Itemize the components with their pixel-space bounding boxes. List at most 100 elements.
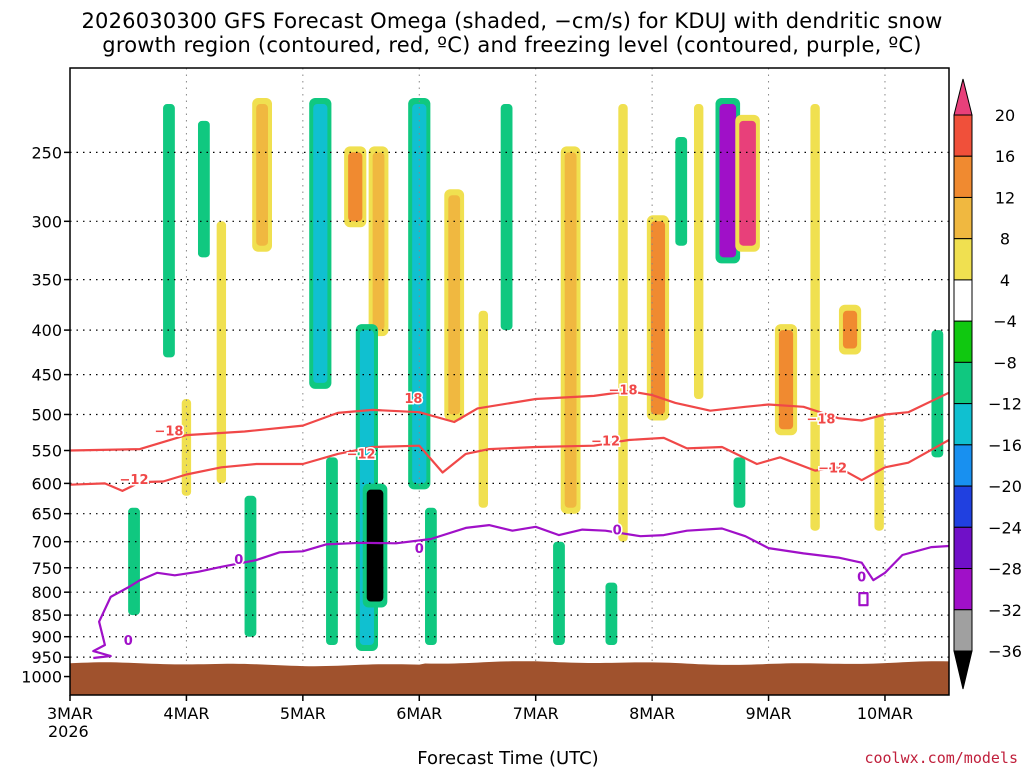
omega-cell [618, 104, 628, 542]
x-tick-label: 10MAR [857, 704, 913, 723]
x-tick-label: 6MAR [396, 704, 442, 723]
omega-cell [931, 330, 944, 458]
contour-line [858, 592, 869, 607]
colorbar-label: −4 [993, 312, 1017, 331]
colorbar-box [953, 444, 973, 487]
colorbar-box [953, 320, 973, 363]
y-axis: 250 300 350 400 450 500 550 600 650 700 750 800 850 9… [21, 143, 70, 687]
colorbar-box [953, 526, 973, 570]
omega-cell [675, 136, 688, 246]
y-tick-label: 700 [31, 533, 62, 552]
omega-cell [348, 152, 363, 222]
colorbar-box [953, 114, 973, 157]
y-tick-label: 1000 [21, 668, 62, 687]
omega-cell [500, 104, 513, 331]
y-tick-label: 900 [31, 628, 62, 647]
omega-cell [256, 104, 268, 246]
contour-line [92, 524, 949, 660]
omega-cell [553, 541, 565, 646]
contour-label: 0 [124, 634, 133, 649]
colorbar-box [953, 361, 973, 405]
colorbar-label: 4 [1000, 271, 1010, 290]
colorbar-box [953, 403, 973, 446]
colorbar-box [953, 238, 973, 281]
colorbar-box [953, 485, 973, 528]
colorbar-label: −32 [988, 601, 1022, 620]
omega-cell [372, 152, 385, 331]
colorbar-label: −28 [988, 560, 1022, 579]
contour-line [70, 436, 949, 492]
contour-label: 18 [404, 392, 422, 407]
contour-label: −12 [818, 462, 847, 477]
contour-label: −18 [806, 413, 835, 428]
contour-label: 0 [613, 524, 622, 539]
contour-labels: −18 18 −18 −18 −12 −12 −12 −12 0 0 0 0 0 [118, 382, 868, 651]
ground-layer [70, 661, 949, 695]
contour-label: 0 [234, 553, 243, 568]
omega-cell [163, 104, 175, 358]
colorbar-label: −16 [988, 436, 1022, 455]
colorbar-box [953, 279, 973, 322]
y-tick-label: 450 [31, 366, 62, 385]
y-tick-label: 750 [31, 559, 62, 578]
contour-line [70, 390, 949, 452]
chart-title-line-1: 2026030300 GFS Forecast Omega (shaded, −… [81, 9, 943, 33]
y-tick-label: 850 [31, 606, 62, 625]
x-tick-label: 5MAR [280, 704, 326, 723]
x-tick-label: 7MAR [513, 704, 559, 723]
omega-cell [216, 221, 227, 484]
y-tick-label: 350 [31, 271, 62, 290]
y-tick-label: 550 [31, 442, 62, 461]
contour-label: 0 [857, 571, 866, 586]
colorbar-label: 8 [1000, 230, 1010, 249]
omega-cell [874, 414, 884, 531]
omega-cell [810, 104, 820, 531]
omega-cell [448, 195, 461, 415]
x-tick-label: 8MAR [629, 704, 675, 723]
colorbar-box [953, 568, 973, 611]
x-axis: 3MAR 4MAR 5MAR 6MAR 7MAR 8MAR 9MAR 10MAR [47, 695, 913, 723]
contour-lines [70, 390, 949, 660]
contour-label: 0 [415, 542, 424, 557]
colorbar: 20 16 12 8 4 −4 −8 −12 −16 −20 −24 −28 −32 −36 [953, 78, 1022, 690]
x-axis-year-label: 2026 [48, 722, 89, 741]
ground-terrain [70, 661, 949, 695]
omega-cell [244, 495, 257, 637]
omega-cell [605, 582, 618, 646]
omega-cell [412, 104, 427, 484]
y-tick-label: 300 [31, 212, 62, 231]
colorbar-label: 16 [995, 147, 1015, 166]
y-tick-label: 950 [31, 648, 62, 667]
omega-cell [181, 399, 192, 496]
colorbar-label: −8 [993, 353, 1017, 372]
y-tick-label: 600 [31, 474, 62, 493]
colorbar-label: 20 [995, 106, 1015, 125]
colorbar-label: −20 [988, 477, 1022, 496]
y-tick-label: 650 [31, 505, 62, 524]
contour-label: −18 [154, 424, 183, 439]
colorbar-top-arrow [953, 78, 973, 116]
contour-label: −12 [120, 473, 149, 488]
omega-shading [128, 98, 944, 652]
omega-cell [425, 507, 437, 646]
y-tick-label: 400 [31, 321, 62, 340]
colorbar-bottom-arrow [953, 650, 973, 690]
y-tick-label: 500 [31, 405, 62, 424]
omega-cell [366, 489, 384, 602]
credit-text: coolwx.com/models [864, 749, 1018, 767]
omega-cell [693, 104, 704, 400]
omega-cell [128, 507, 140, 616]
contour-label: −18 [609, 383, 638, 398]
omega-cell [478, 310, 489, 508]
omega-cell [733, 457, 746, 508]
x-tick-label: 4MAR [163, 704, 209, 723]
grid-lines [70, 68, 949, 695]
omega-cell [650, 221, 666, 415]
y-tick-label: 800 [31, 583, 62, 602]
contour-label: −12 [347, 448, 376, 463]
colorbar-label: −24 [988, 518, 1022, 537]
x-tick-label: 3MAR [47, 704, 93, 723]
contour-label: −12 [591, 434, 620, 449]
colorbar-label: −36 [988, 642, 1022, 661]
